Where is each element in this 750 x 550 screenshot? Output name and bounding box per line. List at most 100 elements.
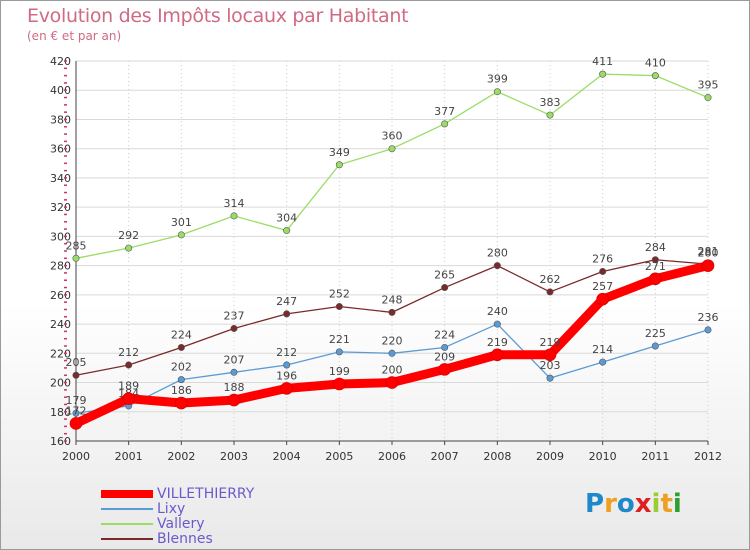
data-point-lixy [704,326,712,334]
data-point-vallery [283,227,291,235]
x-tick-label: 2006 [378,450,406,463]
data-point-lixy [283,361,291,369]
data-label-vallery: 383 [540,96,561,109]
data-point-blennes [335,303,343,311]
data-label-vallery: 360 [382,130,403,143]
data-point-lixy [651,342,659,350]
chart-title: Evolution des Impôts locaux par Habitant [27,5,409,27]
data-point-villethierry [122,392,135,405]
logo-letter: t [660,489,673,519]
x-tick-label: 2003 [220,450,248,463]
data-label-vallery: 399 [487,73,508,86]
data-point-lixy [441,343,449,351]
data-label-lixy: 202 [171,361,192,374]
y-tick-label: 280 [50,260,71,273]
data-point-villethierry [543,348,557,362]
y-tick-label: 160 [50,435,71,448]
data-point-villethierry [649,272,662,286]
x-tick-label: 2002 [167,450,195,463]
legend-swatch [101,523,153,525]
data-point-blennes [599,267,607,275]
legend-swatch [101,508,153,510]
data-point-lixy [493,320,501,328]
data-label-blennes: 205 [66,356,87,369]
data-label-blennes: 252 [329,288,350,301]
y-tick-label: 380 [50,113,71,126]
data-label-lixy: 236 [698,311,719,324]
data-label-lixy: 220 [382,334,403,347]
data-label-blennes: 276 [592,252,613,265]
data-point-blennes [441,284,449,292]
data-point-villethierry [69,417,83,430]
data-point-villethierry [438,363,451,376]
data-label-blennes: 212 [118,346,139,359]
data-point-vallery [546,111,554,119]
data-point-blennes [125,361,133,369]
y-tick-label: 360 [50,143,71,156]
data-point-vallery [335,161,343,169]
data-label-blennes: 224 [171,328,192,341]
data-label-vallery: 285 [66,239,87,252]
proxiti-logo: Proxiti [585,489,682,519]
logo-letter: i [651,489,661,519]
data-label-vallery: 314 [224,197,245,210]
x-tick-label: 2001 [115,450,143,463]
data-label-lixy: 214 [592,343,613,356]
data-label-vallery: 377 [434,105,455,118]
y-tick-label: 340 [50,172,71,185]
data-label-villethierry: 200 [382,364,403,377]
data-label-vallery: 292 [118,229,139,242]
data-point-lixy [230,368,238,376]
data-label-blennes: 280 [487,247,508,260]
data-point-blennes [177,343,185,351]
data-label-blennes: 237 [224,309,245,322]
x-tick-label: 2004 [273,450,301,463]
data-label-lixy: 224 [434,328,455,341]
data-label-vallery: 410 [645,57,666,70]
data-label-villethierry: 172 [66,404,87,417]
data-point-lixy [599,358,607,366]
data-point-villethierry [280,382,293,395]
y-tick-label: 300 [50,230,71,243]
data-point-vallery [177,231,185,239]
data-point-lixy [388,349,396,357]
data-point-blennes [72,371,80,379]
data-label-villethierry: 188 [224,381,245,394]
data-point-blennes [388,308,396,316]
data-label-villethierry: 257 [592,280,613,293]
x-tick-label: 2005 [325,450,353,463]
y-tick-label: 320 [50,201,71,214]
logo-letter: r [604,489,617,519]
y-tick-label: 400 [50,84,71,97]
data-point-lixy [335,348,343,356]
legend-label: Lixy [157,501,186,517]
data-label-vallery: 304 [276,212,297,225]
data-label-villethierry: 196 [276,369,297,382]
data-point-vallery [388,145,396,153]
data-point-vallery [72,254,80,262]
data-label-villethierry: 189 [118,380,139,393]
data-point-vallery [493,88,501,96]
data-label-vallery: 301 [171,216,192,229]
data-label-lixy: 225 [645,327,666,340]
data-label-blennes: 265 [434,269,455,282]
logo-letter: o [616,489,635,519]
data-point-vallery [651,72,659,80]
y-tick-label: 220 [50,347,71,360]
data-label-vallery: 349 [329,146,350,159]
y-tick-label: 180 [50,406,71,419]
legend-swatch [101,490,153,498]
data-point-villethierry [701,259,715,272]
chart-subtitle: (en € et par an) [27,29,122,43]
data-point-villethierry [491,348,504,362]
data-point-blennes [546,288,554,296]
y-tick-label: 260 [50,289,71,302]
data-point-lixy [546,374,554,382]
data-point-villethierry [385,376,399,389]
legend-swatch [101,538,153,540]
data-label-villethierry: 186 [171,384,192,397]
x-tick-label: 2009 [536,450,564,463]
logo-letter: P [585,489,605,519]
data-label-lixy: 240 [487,305,508,318]
